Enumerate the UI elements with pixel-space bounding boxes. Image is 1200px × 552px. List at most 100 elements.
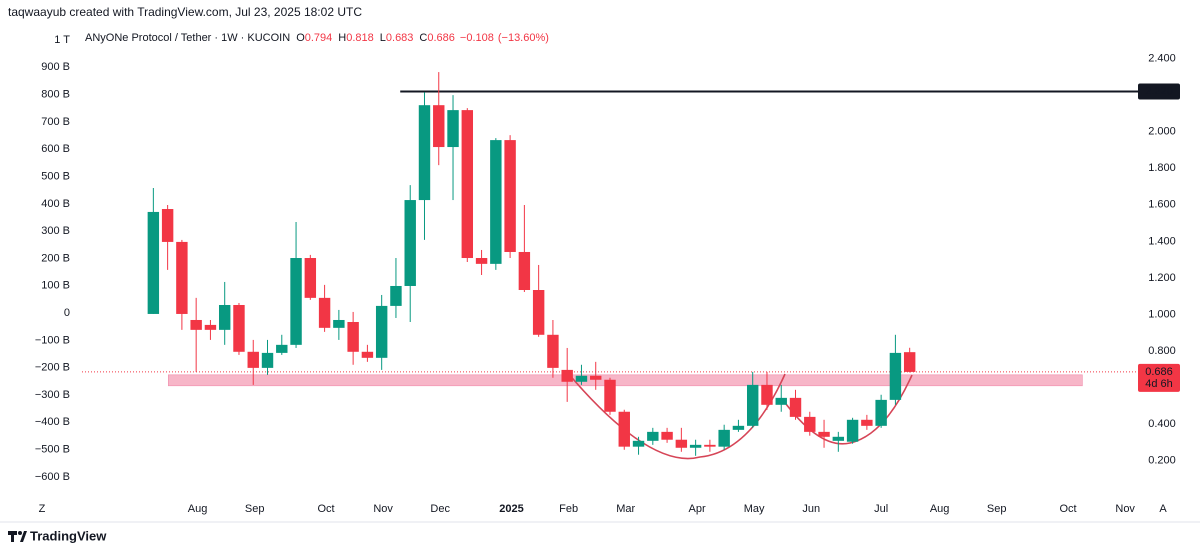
y-tick-label: 2.000 — [1148, 126, 1176, 138]
candle-body — [675, 439, 688, 448]
candle — [475, 249, 488, 276]
y2-tick-label: 600 B — [41, 143, 70, 155]
candle — [233, 302, 245, 355]
x-tick-label: Nov — [1115, 503, 1135, 515]
candle — [661, 427, 673, 443]
candle-body — [889, 352, 902, 400]
y2-tick-label: 100 B — [41, 280, 70, 292]
candle — [846, 417, 859, 444]
x-tick-label: Feb — [559, 503, 578, 515]
y-tick-label: 1.600 — [1148, 199, 1176, 211]
candle — [261, 339, 274, 375]
y-tick-label: 0.800 — [1148, 345, 1176, 357]
candle-body — [490, 140, 502, 264]
price-badge-label: 2.220 — [1145, 85, 1173, 97]
candle-body — [846, 419, 859, 442]
candle — [290, 221, 302, 348]
legend-item: C — [419, 32, 427, 44]
candle — [204, 319, 217, 340]
candle — [818, 419, 830, 448]
y2-tick-label: −400 B — [35, 416, 70, 428]
candle-body — [318, 297, 331, 328]
candle-body — [775, 397, 787, 405]
candle-body — [818, 431, 830, 437]
legend-item: H — [338, 32, 346, 44]
candle-body — [789, 397, 802, 417]
candle — [590, 361, 602, 390]
candle — [433, 72, 445, 166]
y2-tick-label: 700 B — [41, 116, 70, 128]
y-tick-label: 1.400 — [1148, 235, 1176, 247]
candle — [461, 108, 474, 263]
candle — [632, 436, 645, 455]
header: taqwaayub created with TradingView.com, … — [8, 5, 362, 19]
x-tick-label: Sep — [987, 503, 1007, 515]
candle — [604, 377, 616, 415]
candle-body — [161, 209, 174, 242]
y2-tick-label: 300 B — [41, 225, 70, 237]
y2-tick-label: 200 B — [41, 252, 70, 264]
x-tick-label: Dec — [430, 503, 450, 515]
candle-body — [561, 369, 573, 382]
candle — [647, 427, 659, 445]
candle-body — [418, 105, 431, 201]
legend-item: 0.683 — [386, 32, 414, 44]
y2-tick-label: 1 T — [54, 34, 70, 46]
y2-tick-label: −100 B — [35, 334, 70, 346]
y-tick-label: 1.800 — [1148, 162, 1176, 174]
legend-item: 0.686 — [427, 32, 455, 44]
y-tick-label: 1.000 — [1148, 308, 1176, 320]
candle-body — [903, 352, 916, 372]
candle — [889, 334, 902, 405]
candle-body — [375, 305, 388, 358]
y-tick-label: 1.200 — [1148, 272, 1176, 284]
candle-body — [532, 290, 545, 335]
candle-body — [689, 444, 702, 448]
candle — [547, 319, 559, 378]
candle — [575, 364, 588, 385]
candle-body — [304, 258, 317, 298]
candle — [147, 187, 160, 314]
candle-body — [190, 319, 202, 330]
y2-tick-label: −200 B — [35, 362, 70, 374]
candle-body — [632, 440, 645, 447]
candle — [675, 427, 688, 452]
x-tick-label: May — [744, 503, 765, 515]
candle-body — [746, 384, 759, 426]
x-tick-label: Sep — [245, 503, 265, 515]
x-tick-label: Mar — [616, 503, 635, 515]
candle-body — [290, 258, 302, 345]
candle — [832, 431, 845, 452]
candle — [404, 185, 416, 322]
x-tick-label: Oct — [317, 503, 334, 515]
x-tick-label: Jul — [874, 503, 888, 515]
candle — [875, 394, 887, 428]
candle-body — [147, 211, 160, 314]
candle-body — [447, 110, 459, 148]
candle — [561, 347, 573, 402]
y2-tick-label: 0 — [64, 307, 70, 319]
candle-body — [504, 140, 516, 252]
legend-item: (−13.60%) — [498, 32, 549, 44]
legend-item: 0.794 — [305, 32, 333, 44]
y2-tick-label: 900 B — [41, 61, 70, 73]
candle-body — [261, 352, 274, 368]
countdown-label: 4d 6h — [1145, 378, 1173, 390]
price-badge — [1138, 83, 1180, 100]
candle — [176, 239, 188, 330]
candle — [418, 92, 431, 240]
candle-body — [590, 375, 602, 380]
candle-body — [233, 304, 245, 352]
y-tick-label: 0.200 — [1148, 455, 1176, 467]
candle — [518, 204, 531, 293]
candle — [161, 204, 174, 270]
candle — [689, 439, 702, 456]
candle — [532, 264, 545, 337]
candle-body — [276, 344, 288, 353]
y-tick-label: 2.400 — [1148, 52, 1176, 64]
candle-body — [875, 399, 887, 426]
candle-body — [804, 416, 816, 432]
footer-brand: TradingView — [30, 528, 107, 543]
candle-body — [204, 324, 217, 330]
candle — [304, 254, 317, 300]
